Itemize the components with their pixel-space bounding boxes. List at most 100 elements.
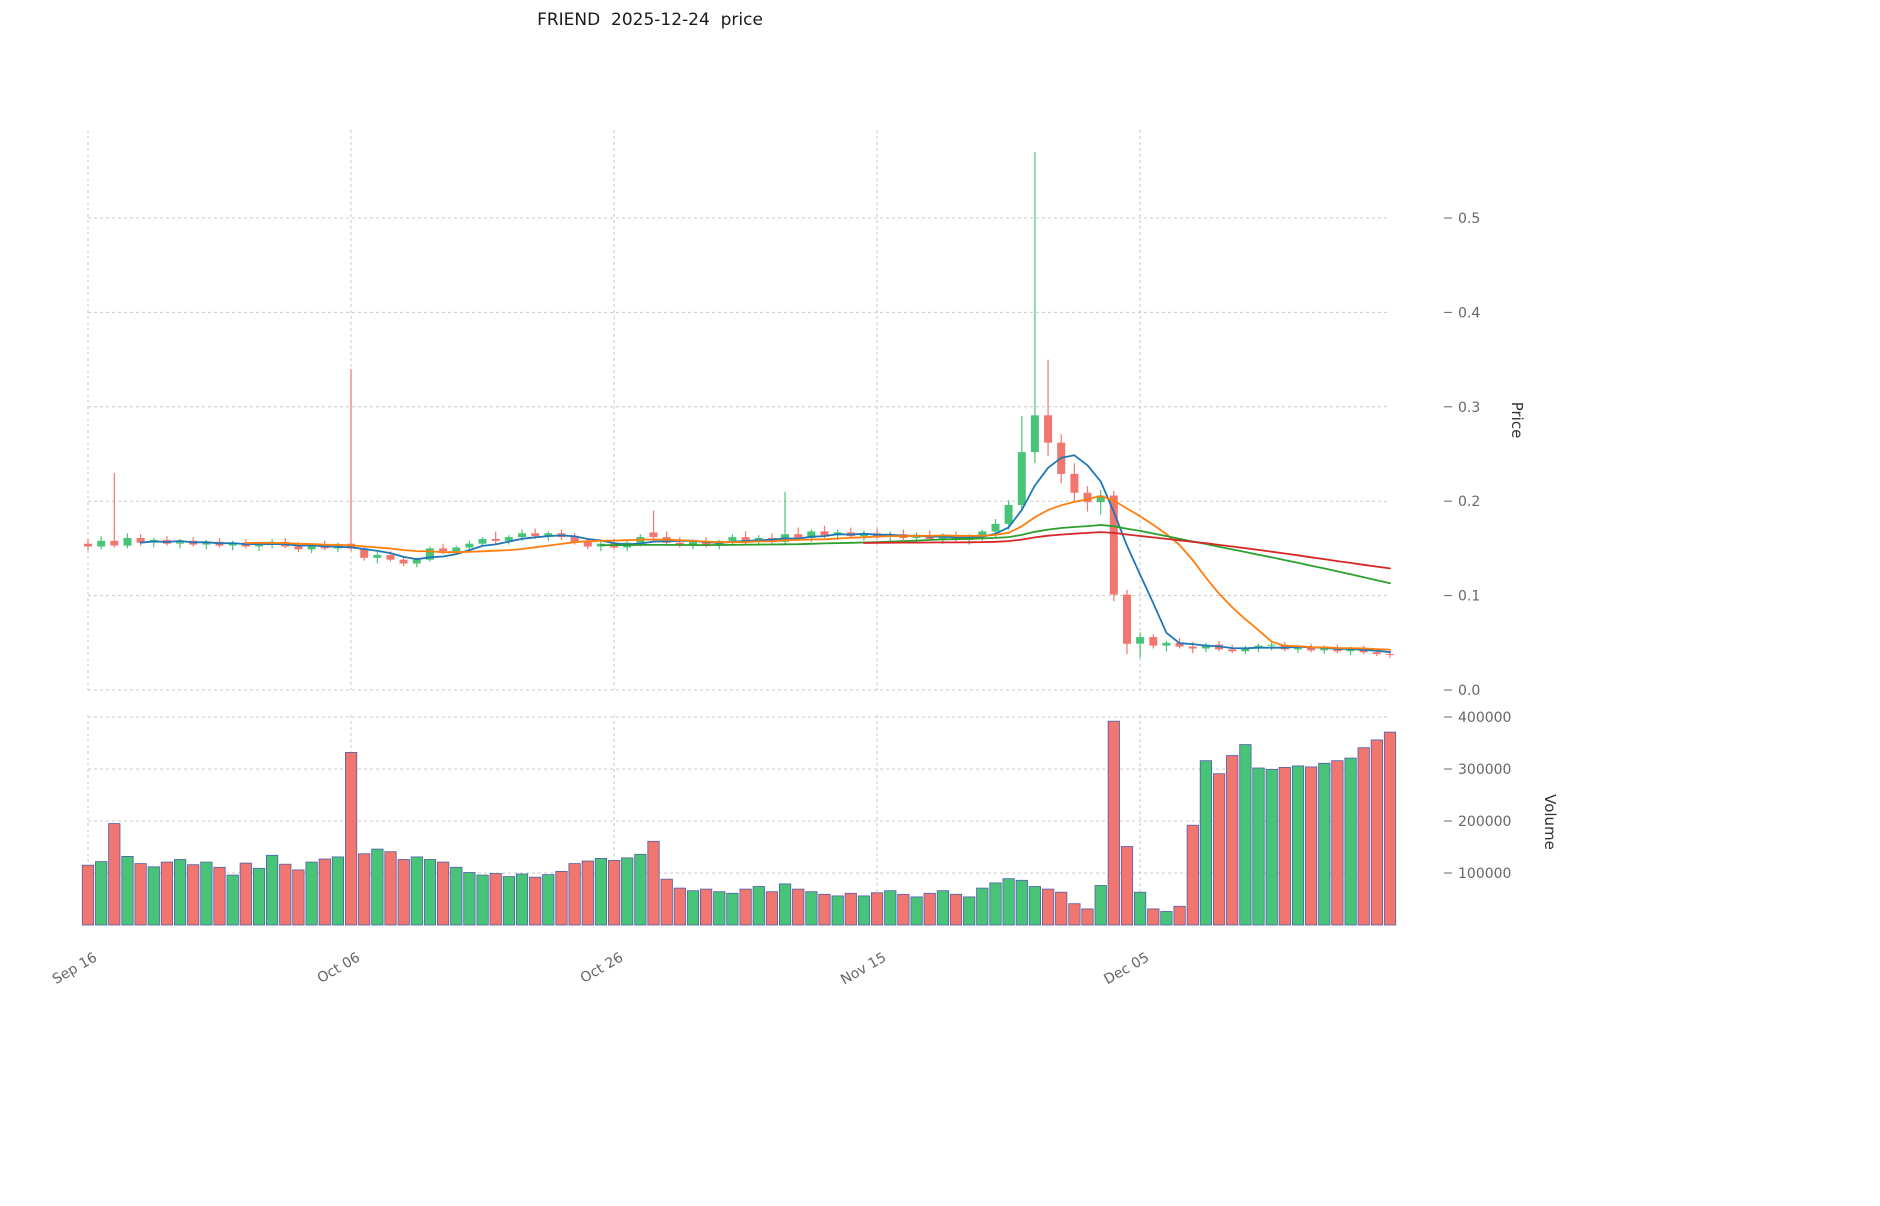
- price-tick-label: 0.1: [1458, 589, 1480, 605]
- candle-body: [978, 531, 987, 538]
- candle-body: [123, 538, 132, 546]
- volume-bar: [542, 874, 555, 926]
- volume-bar: [818, 893, 831, 926]
- candle-body: [425, 548, 434, 560]
- candle-body: [794, 534, 803, 538]
- volume-panel: [81, 720, 1397, 926]
- volume-bar: [529, 876, 542, 926]
- x-tick-label: Oct 06: [315, 950, 363, 987]
- candle-body: [97, 540, 106, 547]
- ma-line-5: [139, 454, 1391, 654]
- volume-bar: [844, 892, 857, 926]
- volume-bar: [1344, 757, 1357, 926]
- candle-body: [136, 538, 145, 543]
- volume-bar: [252, 867, 266, 926]
- volume-bar: [608, 860, 621, 926]
- volume-bar: [1173, 905, 1186, 926]
- volume-bar: [160, 861, 173, 926]
- candle-body: [176, 540, 185, 544]
- volume-bar: [989, 882, 1002, 926]
- volume-bar: [1239, 744, 1252, 926]
- candle-body: [544, 533, 553, 537]
- volume-bar: [1318, 762, 1331, 926]
- volume-bar: [660, 878, 673, 926]
- x-tick-label: Oct 26: [578, 950, 626, 987]
- candle-body: [702, 541, 711, 545]
- candle-body: [859, 533, 868, 537]
- candle-body: [1241, 647, 1250, 652]
- volume-bar: [1331, 760, 1344, 926]
- candle-body: [518, 533, 526, 538]
- candle-body: [938, 536, 947, 539]
- candle-body: [1386, 654, 1394, 656]
- volume-bar: [1002, 878, 1015, 926]
- volume-bar: [963, 896, 976, 926]
- price-tick-label: 0.2: [1458, 494, 1480, 510]
- volume-tick-label: 200000: [1458, 814, 1511, 830]
- candle-body: [649, 532, 658, 538]
- volume-bar: [726, 892, 739, 926]
- volume-bar: [344, 752, 358, 926]
- price-panel: [84, 151, 1394, 658]
- ma-line-60: [863, 531, 1391, 570]
- volume-bar: [700, 888, 713, 926]
- volume-bar: [410, 856, 423, 926]
- candle-body: [452, 547, 461, 552]
- candle-body: [1175, 642, 1184, 647]
- volume-bar: [1199, 760, 1212, 926]
- volume-bar: [792, 888, 805, 926]
- volume-bar: [358, 853, 371, 926]
- volume-bar: [673, 887, 686, 926]
- volume-bar: [949, 893, 963, 926]
- volume-bar: [502, 876, 516, 926]
- candle-body: [1162, 642, 1171, 646]
- volume-bar: [423, 859, 437, 926]
- volume-bar: [1120, 846, 1134, 926]
- volume-bar: [910, 896, 923, 926]
- candle-body: [1070, 473, 1079, 493]
- candle-body: [373, 555, 382, 558]
- candle-body: [1123, 594, 1131, 644]
- volume-bar: [871, 892, 884, 926]
- volume-bar: [1213, 773, 1226, 926]
- volume-bar: [897, 893, 910, 926]
- candle-body: [1096, 495, 1105, 503]
- volume-bar: [213, 866, 226, 926]
- candle-body: [1083, 492, 1092, 503]
- volume-bar: [173, 859, 187, 926]
- volume-bar: [384, 851, 397, 926]
- candle-body: [478, 539, 487, 544]
- candle-body: [583, 541, 592, 547]
- volume-bar: [436, 861, 450, 926]
- candle-body: [1030, 415, 1039, 453]
- volume-bar: [1226, 755, 1239, 926]
- volume-bar: [279, 863, 292, 926]
- candle-body: [1149, 637, 1158, 646]
- candle-body: [1201, 644, 1210, 649]
- volume-bar: [976, 887, 989, 926]
- ma-line-40: [600, 524, 1391, 585]
- volume-bar: [884, 890, 897, 926]
- volume-bar: [1252, 767, 1265, 926]
- chart-title: FRIEND 2025-12-24 price: [537, 10, 763, 30]
- candle-body: [1254, 645, 1263, 648]
- candle-body: [689, 541, 697, 545]
- candle-body: [504, 537, 513, 541]
- volume-bar: [1291, 765, 1305, 926]
- volume-bar: [147, 866, 160, 926]
- volume-bar: [1081, 908, 1094, 926]
- volume-bar: [450, 866, 463, 926]
- candle-body: [1136, 637, 1145, 644]
- candle-body: [991, 523, 1000, 532]
- volume-bar: [318, 858, 331, 926]
- candle-body: [1004, 505, 1013, 524]
- candle-body: [465, 543, 474, 548]
- volume-bar: [1094, 885, 1107, 926]
- volume-bar: [1147, 908, 1160, 926]
- price-tick-label: 0.5: [1458, 211, 1480, 227]
- volume-bar: [1383, 731, 1397, 926]
- candle-body: [399, 559, 408, 564]
- volume-bar: [831, 895, 844, 926]
- volume-bar: [371, 848, 384, 926]
